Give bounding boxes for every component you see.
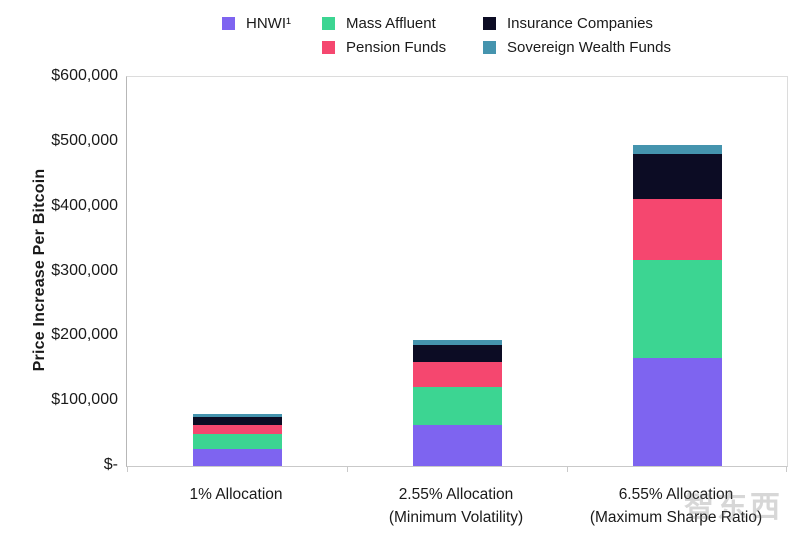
legend-item: Sovereign Wealth Funds [483,35,671,59]
y-axis-tick-label: $100,000 [51,391,118,409]
bar-segment [192,417,282,425]
legend-swatch-icon [322,16,335,30]
bar-segment [192,449,282,466]
chart-legend: HNWI¹ Mass Affluent Pension Funds Insurance… [222,11,671,59]
bar-slot [347,77,567,466]
y-axis-tick-label: $400,000 [51,196,118,214]
x-axis-tick [786,467,787,472]
y-axis-tick-label: $600,000 [51,67,118,84]
legend-item: HNWI¹ [222,11,322,35]
x-label-line2: (Maximum Sharpe Ratio) [589,509,763,526]
legend-label: Mass Affluent [346,14,436,32]
bar-segment [192,434,282,450]
bar-segment [632,144,722,155]
y-axis-tick-label: $200,000 [51,326,118,344]
legend-item: Insurance Companies [483,11,671,35]
legend-swatch-icon [483,16,496,30]
legend-label: Pension Funds [346,38,447,56]
legend-item: Mass Affluent [322,11,483,35]
y-axis-tick-labels: $600,000 $500,000 $400,000 $300,000 $200,000… [0,67,118,473]
y-axis-tick-label: $- [103,456,118,473]
bar-segment [412,361,502,387]
legend-item: Pension Funds [322,35,483,59]
bar-slot [127,77,347,466]
y-axis-tick-label: $500,000 [51,131,118,149]
bar-segment [632,198,722,260]
x-axis-tick [347,467,348,472]
bar-slot [567,77,787,466]
x-label-line1: 2.55% Allocation [398,486,514,503]
legend-column: HNWI¹ [222,11,322,59]
bar-segment [192,414,282,418]
bar-segment [632,154,722,199]
x-label-line1: 1% Allocation [189,486,283,503]
x-axis-tick [567,467,568,472]
x-axis-category-label: 1% Allocation [126,483,346,506]
legend-swatch-icon [222,16,235,30]
y-axis-tick-label: $300,000 [51,261,118,279]
legend-label: Sovereign Wealth Funds [507,38,671,56]
bar-segment [632,357,722,466]
x-axis-tick [127,467,128,472]
bar-segment [192,424,282,435]
bar-segment [412,386,502,426]
legend-column: Insurance Companies Sovereign Wealth Fund… [483,11,671,59]
bar-segment [412,340,502,346]
x-axis-category-label: 6.55% Allocation (Maximum Sharpe Ratio) [566,483,786,529]
legend-column: Mass Affluent Pension Funds [322,11,483,59]
x-axis-category-label: 2.55% Allocation (Minimum Volatility) [346,483,566,529]
x-label-line1: 6.55% Allocation [618,486,734,503]
legend-label: HNWI¹ [246,14,291,32]
bar-segment [412,345,502,362]
plot-area [126,76,788,472]
x-label-line2: (Minimum Volatility) [388,509,524,526]
bar-segment [632,259,722,358]
legend-swatch-icon [322,40,335,54]
bar-segment [412,425,502,466]
legend-swatch-icon [483,40,496,54]
legend-label: Insurance Companies [507,14,653,32]
